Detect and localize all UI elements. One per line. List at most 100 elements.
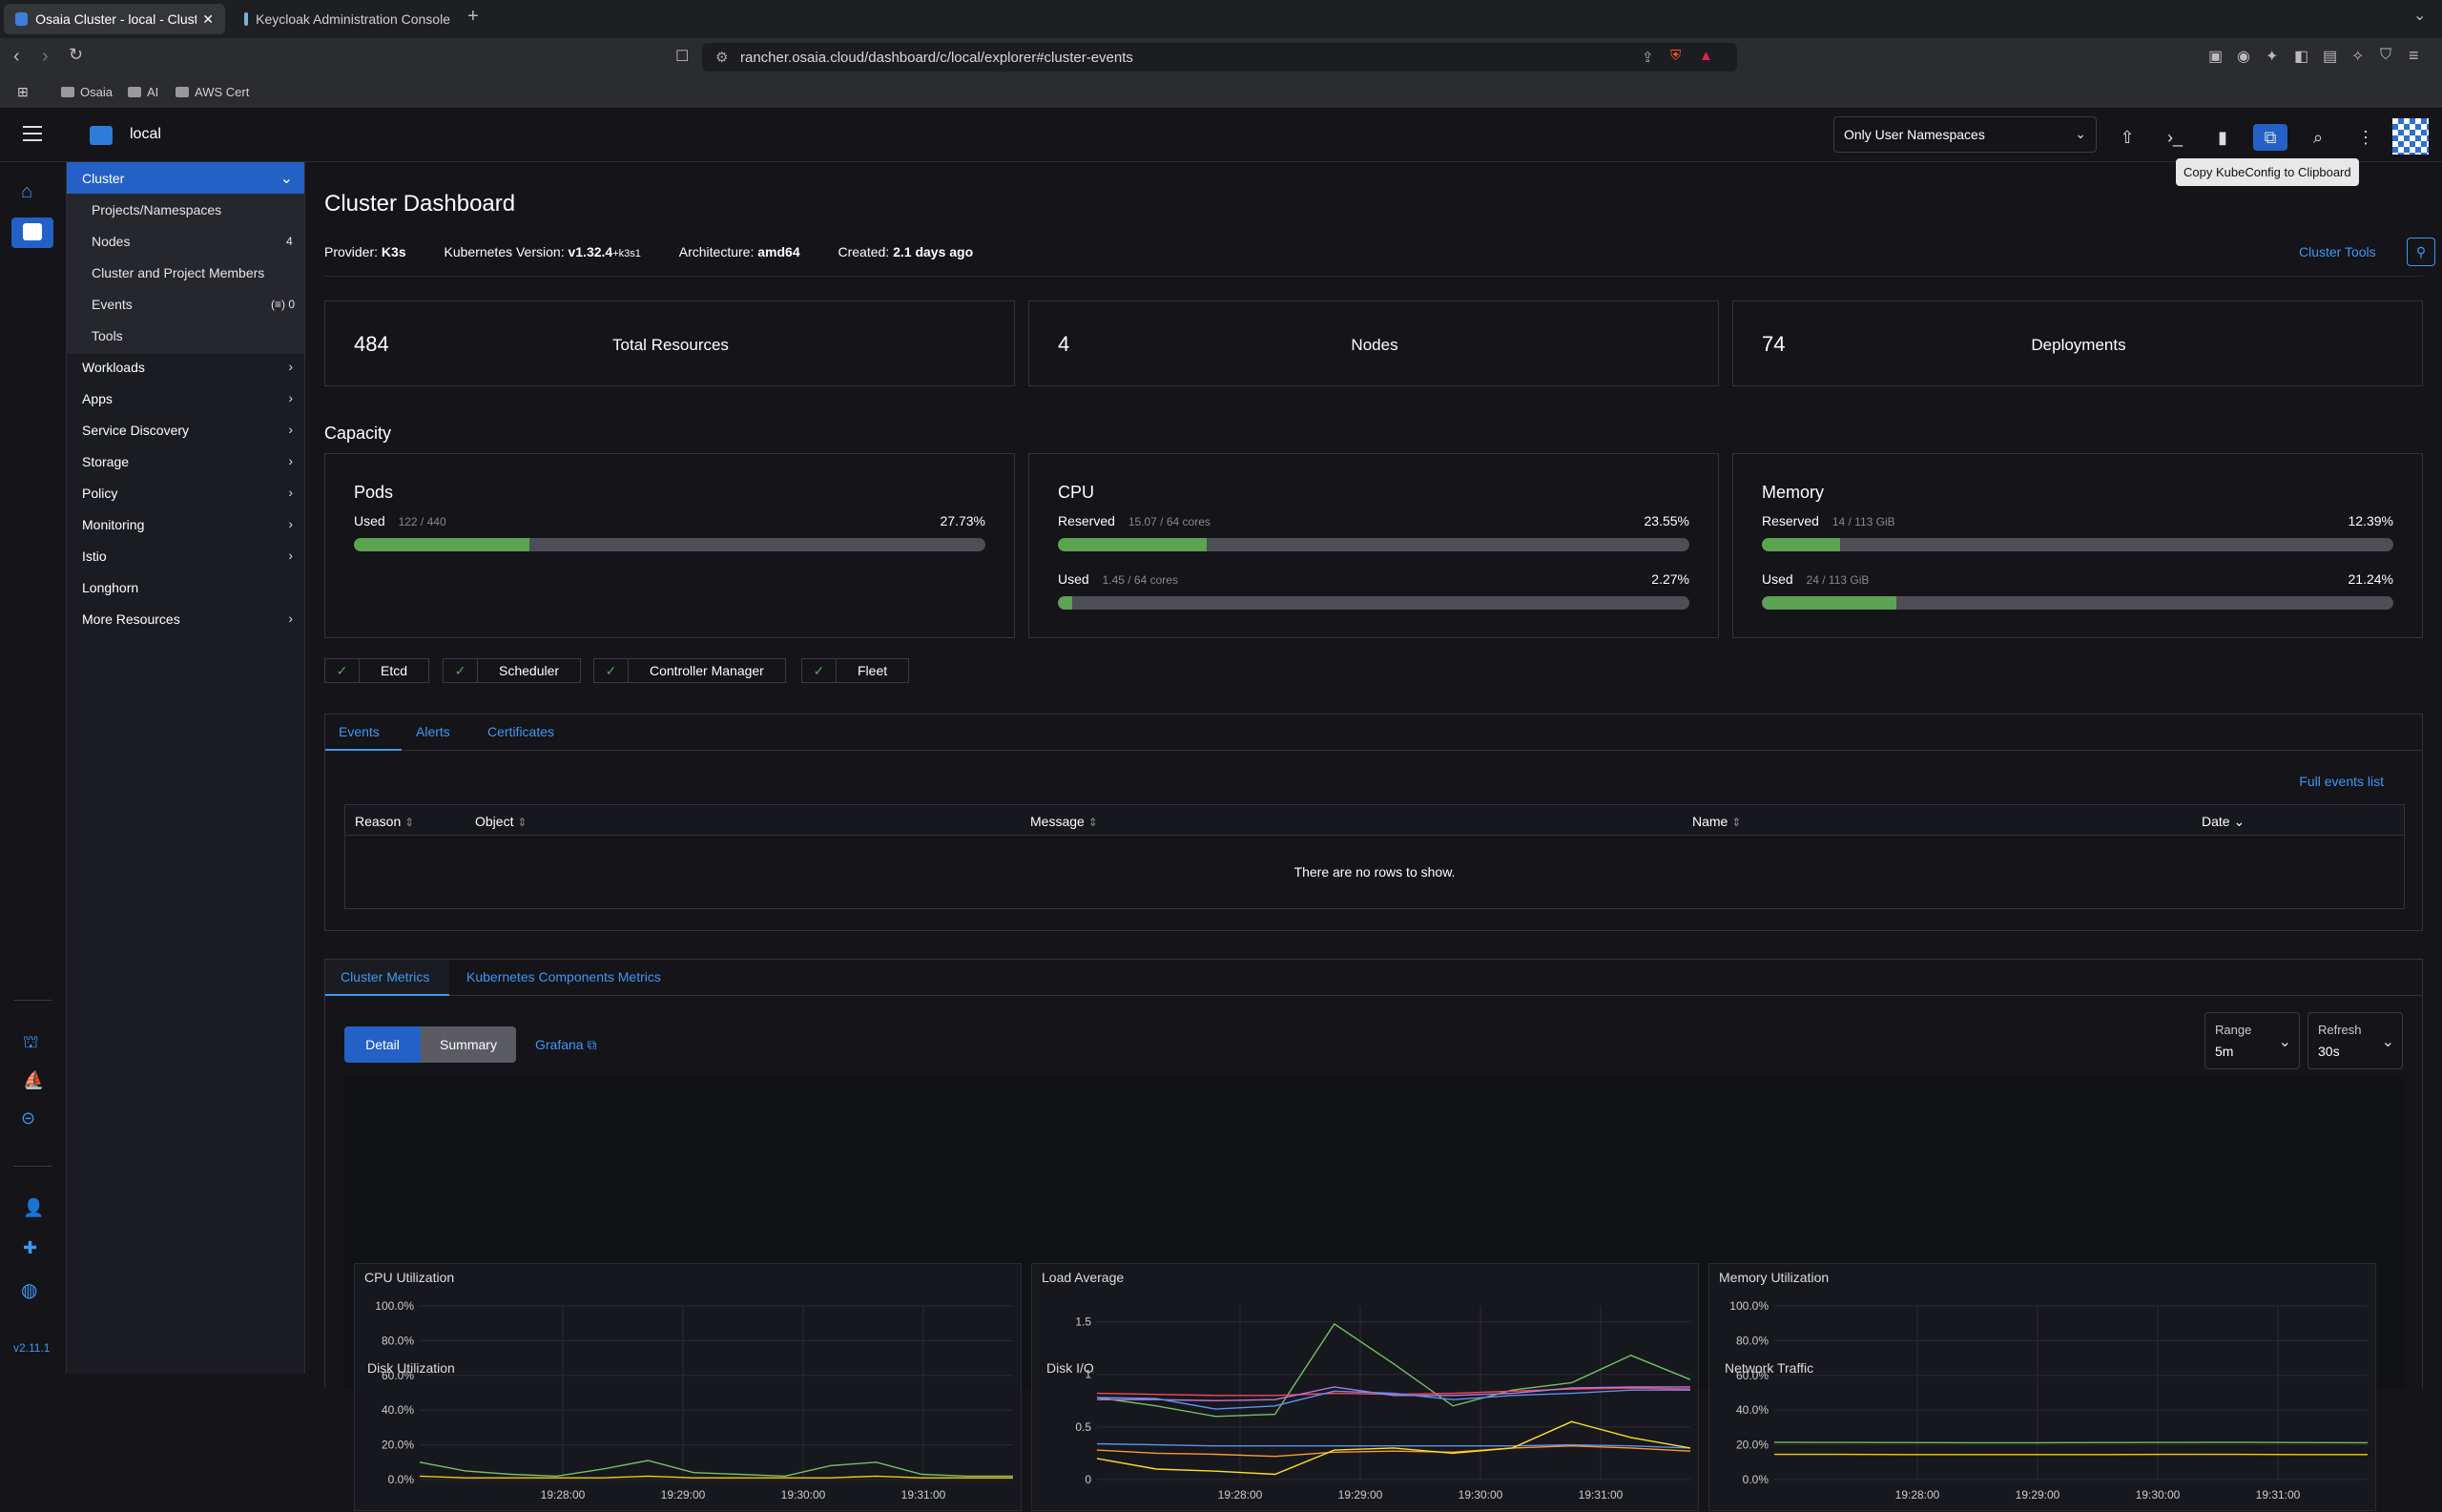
browser-tab-rancher[interactable]: Osaia Cluster - local - Cluste ✕: [4, 4, 225, 34]
series-line: [1774, 1442, 2368, 1443]
import-yaml-icon[interactable]: ⇧: [2110, 124, 2144, 151]
nav-group-istio[interactable]: Istio: [82, 549, 107, 564]
nav-group-policy[interactable]: Policy: [82, 486, 117, 501]
user-avatar[interactable]: [2392, 118, 2429, 155]
nav-group-more-resources[interactable]: More Resources: [82, 611, 180, 627]
refresh-select[interactable]: Refresh 30s ⌄: [2307, 1012, 2403, 1069]
nav-item-longhorn[interactable]: Longhorn: [82, 580, 138, 595]
download-kubeconfig-icon[interactable]: ▮: [2205, 124, 2240, 151]
page-title: Cluster Dashboard: [324, 191, 515, 217]
range-select[interactable]: Range 5m ⌄: [2204, 1012, 2300, 1069]
summary-button[interactable]: Summary: [421, 1026, 516, 1063]
local-cluster-button[interactable]: [11, 217, 53, 248]
nav-group-service-discovery[interactable]: Service Discovery: [82, 423, 189, 438]
share-icon[interactable]: ⇪: [1642, 49, 1654, 66]
column-message[interactable]: Message ⇕: [1030, 814, 1098, 829]
detail-button[interactable]: Detail: [344, 1026, 421, 1063]
reload-icon[interactable]: ↻: [69, 45, 83, 65]
chevron-right-icon: ›: [288, 485, 293, 500]
vpn-icon[interactable]: ⛉: [2380, 47, 2391, 64]
users-icon[interactable]: 👤: [23, 1198, 44, 1218]
namespace-filter-select[interactable]: Only User Namespaces ⌄: [1833, 116, 2097, 153]
grafana-link[interactable]: Grafana ⧉: [535, 1037, 596, 1053]
extension-icon[interactable]: ▣: [2208, 47, 2223, 66]
x-tick-label: 19:31:00: [1579, 1488, 1624, 1502]
more-options-icon[interactable]: ⋮: [2349, 124, 2383, 151]
sidebar-item-events[interactable]: Events: [92, 297, 133, 312]
keycloak-favicon-icon: [244, 12, 248, 26]
wallet-icon[interactable]: ▤: [2323, 47, 2337, 66]
global-settings-icon[interactable]: ◍: [21, 1278, 37, 1302]
fleet-icon[interactable]: ⛵: [23, 1070, 44, 1090]
bar-fill: [1762, 596, 1896, 610]
column-name[interactable]: Name ⇕: [1692, 814, 1741, 829]
bookmark-icon[interactable]: ☐: [675, 47, 689, 66]
hamburger-menu-icon[interactable]: [23, 126, 42, 141]
cluster-tools-pin-icon[interactable]: ⚲: [2407, 238, 2435, 266]
version-label[interactable]: v2.11.1: [13, 1341, 50, 1355]
address-bar[interactable]: ⚙ rancher.osaia.cloud/dashboard/c/local/…: [702, 43, 1737, 72]
cluster-tools-link[interactable]: Cluster Tools: [2299, 244, 2376, 259]
continuous-delivery-icon[interactable]: ⛫: [23, 1032, 39, 1055]
copy-kubeconfig-button[interactable]: ⧉: [2253, 124, 2287, 151]
component-badge-controller-manager: ✓ Controller Manager: [593, 658, 786, 683]
password-manager-icon[interactable]: ◉: [2237, 47, 2250, 66]
back-icon[interactable]: ‹: [13, 46, 20, 68]
kubectl-shell-icon[interactable]: ›_: [2158, 124, 2192, 151]
sidebar-icon[interactable]: ◧: [2294, 47, 2308, 66]
tab-k8s-components-metrics[interactable]: Kubernetes Components Metrics: [466, 969, 661, 984]
stat-card-nodes[interactable]: 4 Nodes: [1028, 300, 1719, 386]
folder-icon: [176, 87, 189, 97]
nav-group-storage[interactable]: Storage: [82, 454, 129, 469]
virtualization-icon[interactable]: ⊝: [21, 1108, 35, 1129]
full-events-list-link[interactable]: Full events list: [2299, 774, 2384, 789]
chevron-right-icon: ›: [288, 611, 293, 626]
puzzle-icon[interactable]: ✦: [2266, 47, 2278, 66]
column-object[interactable]: Object ⇕: [475, 814, 527, 829]
apps-grid-icon[interactable]: ⊞: [17, 84, 29, 100]
forward-icon[interactable]: ›: [42, 46, 49, 68]
bar-fill: [1058, 596, 1072, 610]
tab-alerts[interactable]: Alerts: [416, 724, 450, 739]
bookmark-aws-cert[interactable]: AWS Cert: [176, 85, 249, 99]
site-info-icon[interactable]: ⚙: [715, 49, 728, 66]
brave-rewards-icon[interactable]: ▲: [1699, 48, 1713, 64]
bookmark-osaia[interactable]: Osaia: [61, 85, 113, 99]
sidebar-item-members[interactable]: Cluster and Project Members: [92, 265, 264, 280]
nav-group-workloads[interactable]: Workloads: [82, 360, 145, 375]
tab-cluster-metrics[interactable]: Cluster Metrics: [325, 960, 449, 996]
cluster-icon: [23, 223, 42, 240]
tab-list-chevron-icon[interactable]: ⌄: [2413, 6, 2426, 25]
bookmark-ai[interactable]: AI: [128, 85, 158, 99]
tab-certificates[interactable]: Certificates: [487, 724, 554, 739]
stat-card-deployments[interactable]: 74 Deployments: [1732, 300, 2423, 386]
x-tick-label: 19:30:00: [2136, 1488, 2181, 1502]
y-tick-label: 100.0%: [375, 1299, 414, 1313]
tab-events[interactable]: Events: [325, 715, 402, 751]
extensions-icon[interactable]: ✚: [23, 1238, 37, 1258]
close-tab-icon[interactable]: ✕: [202, 11, 214, 28]
y-tick-label: 1.5: [1075, 1315, 1091, 1329]
sidebar-item-tools[interactable]: Tools: [92, 328, 123, 343]
new-tab-icon[interactable]: +: [467, 6, 479, 28]
nav-group-cluster[interactable]: Cluster ⌄: [67, 162, 304, 194]
chevron-right-icon: ›: [288, 390, 293, 405]
stat-card-total-resources[interactable]: 484 Total Resources: [324, 300, 1015, 386]
sidebar-item-nodes[interactable]: Nodes: [92, 234, 130, 249]
home-icon[interactable]: ⌂: [21, 181, 32, 203]
column-reason[interactable]: Reason ⇕: [355, 814, 414, 829]
sidebar-item-projects[interactable]: Projects/Namespaces: [92, 202, 221, 217]
brave-shield-icon[interactable]: ⛨: [1670, 48, 1681, 64]
divider: [324, 276, 2423, 277]
column-date[interactable]: Date ⌄: [2202, 814, 2245, 830]
nav-group-monitoring[interactable]: Monitoring: [82, 517, 144, 532]
bookmarks-bar: ⊞ Osaia AI AWS Cert: [0, 76, 2442, 109]
external-link-icon: ⧉: [587, 1037, 596, 1052]
menu-icon[interactable]: ≡: [2409, 46, 2419, 66]
search-icon[interactable]: ⌕: [2301, 124, 2335, 151]
y-tick-label: 100.0%: [1729, 1299, 1769, 1313]
browser-tab-keycloak[interactable]: Keycloak Administration Console: [233, 4, 462, 34]
nav-group-apps[interactable]: Apps: [82, 391, 113, 406]
leo-icon[interactable]: ✧: [2351, 47, 2364, 66]
